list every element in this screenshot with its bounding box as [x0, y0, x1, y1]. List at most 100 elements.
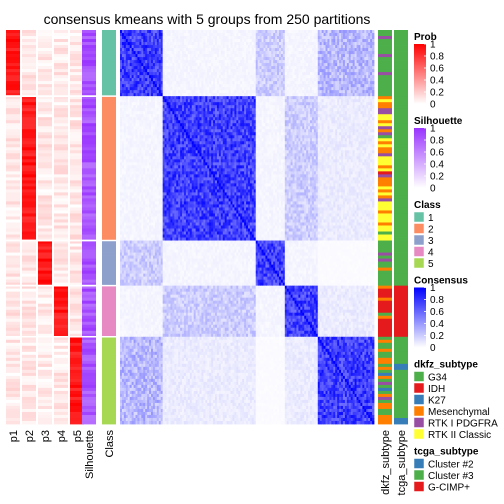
silhouette-cell: [82, 384, 96, 389]
consensus-cell: [199, 114, 202, 118]
consensus-cell: [308, 84, 311, 88]
consensus-cell: [193, 117, 197, 121]
consensus-cell: [342, 84, 346, 88]
consensus-cell: [249, 87, 253, 91]
consensus-cell: [255, 99, 259, 103]
prob-cell: [6, 393, 20, 398]
consensus-cell: [129, 102, 133, 106]
consensus-cell: [327, 99, 330, 103]
consensus-cell: [224, 72, 228, 76]
consensus-cell: [242, 108, 245, 112]
consensus-cell: [143, 111, 146, 115]
consensus-cell: [133, 63, 136, 67]
prob-cell: [70, 192, 84, 196]
prob-cell: [38, 279, 52, 284]
consensus-cell: [149, 33, 152, 37]
silhouette-cell: [82, 315, 96, 320]
consensus-cell: [174, 111, 177, 115]
consensus-cell: [358, 84, 361, 88]
consensus-cell: [333, 48, 336, 52]
consensus-cell: [271, 66, 274, 70]
consensus-cell: [151, 108, 154, 112]
consensus-cell: [247, 87, 251, 91]
consensus-cell: [236, 75, 239, 79]
consensus-cell: [158, 72, 162, 76]
consensus-cell: [215, 111, 218, 115]
consensus-cell: [211, 51, 214, 55]
consensus-cell: [348, 45, 352, 49]
consensus-cell: [313, 66, 317, 70]
consensus-cell: [211, 36, 214, 40]
consensus-cell: [352, 99, 356, 103]
consensus-cell: [147, 114, 150, 118]
consensus-cell: [123, 60, 127, 64]
consensus-cell: [278, 63, 282, 67]
consensus-cell: [197, 51, 200, 55]
consensus-cell: [244, 57, 247, 61]
prob-cell: [54, 72, 68, 76]
consensus-cell: [238, 114, 241, 118]
consensus-cell: [329, 51, 332, 55]
consensus-cell: [195, 33, 198, 37]
silhouette-cell: [82, 132, 96, 136]
prob-cell: [6, 342, 20, 347]
prob-cell: [6, 144, 20, 148]
consensus-cell: [253, 75, 257, 79]
prob-cell: [38, 36, 52, 40]
consensus-cell: [298, 66, 301, 70]
consensus-cell: [292, 81, 295, 85]
consensus-cell: [216, 114, 220, 118]
consensus-cell: [160, 57, 164, 61]
consensus-cell: [131, 102, 134, 106]
consensus-cell: [207, 75, 210, 79]
prob-cell: [38, 147, 52, 151]
consensus-cell: [304, 111, 307, 115]
consensus-cell: [341, 81, 344, 85]
consensus-cell: [170, 102, 173, 106]
consensus-cell: [172, 90, 175, 94]
consensus-cell: [366, 36, 369, 40]
consensus-cell: [207, 93, 210, 97]
consensus-cell: [331, 66, 334, 70]
silhouette-cell: [82, 363, 96, 368]
prob-cell: [6, 105, 20, 109]
consensus-cell: [143, 60, 146, 64]
prob-cell: [22, 294, 36, 299]
consensus-cell: [304, 90, 307, 94]
prob-cell: [6, 60, 20, 64]
consensus-cell: [151, 105, 154, 109]
consensus-cell: [364, 66, 367, 70]
prob-cell: [6, 168, 20, 172]
consensus-cell: [319, 51, 323, 55]
consensus-cell: [364, 57, 367, 61]
consensus-cell: [319, 108, 323, 112]
class-cell: [102, 336, 116, 341]
class-cell: [102, 360, 116, 365]
consensus-cell: [160, 60, 164, 64]
consensus-cell: [310, 99, 313, 103]
consensus-cell: [187, 45, 191, 49]
consensus-cell: [288, 30, 292, 34]
consensus-cell: [317, 69, 321, 73]
consensus-cell: [183, 75, 187, 79]
consensus-cell: [339, 42, 342, 46]
consensus-cell: [362, 105, 365, 109]
consensus-cell: [352, 60, 356, 64]
consensus-cell: [185, 81, 189, 85]
consensus-cell: [205, 66, 208, 70]
consensus-cell: [269, 114, 272, 118]
consensus-cell: [300, 57, 303, 61]
consensus-cell: [344, 69, 348, 73]
consensus-cell: [228, 75, 231, 79]
consensus-cell: [211, 54, 214, 58]
silhouette-cell: [82, 42, 96, 46]
consensus-cell: [197, 93, 200, 97]
consensus-cell: [176, 63, 179, 67]
prob-cell: [70, 78, 84, 82]
consensus-cell: [329, 111, 332, 115]
consensus-cell: [255, 117, 259, 121]
consensus-cell: [335, 102, 338, 106]
consensus-cell: [156, 45, 160, 49]
consensus-cell: [356, 30, 359, 34]
consensus-cell: [372, 90, 375, 94]
